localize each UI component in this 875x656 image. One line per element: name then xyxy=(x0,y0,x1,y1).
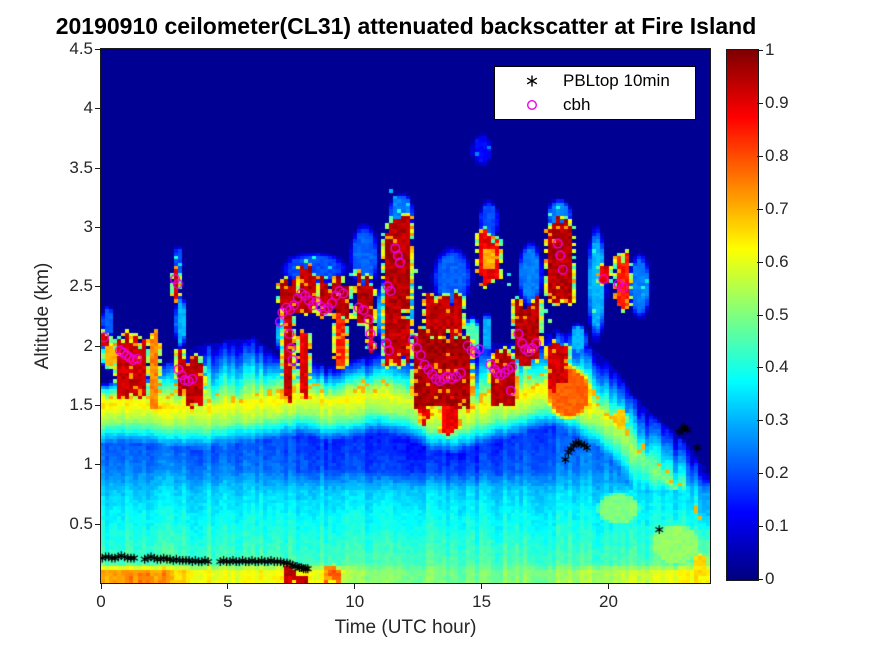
x-tick xyxy=(100,583,102,589)
legend-item-pbltop: PBLtop 10min xyxy=(495,69,695,93)
y-tick-label: 3.5 xyxy=(69,157,93,177)
x-tick-label: 10 xyxy=(345,592,365,611)
legend-item-cbh: cbh xyxy=(495,93,695,117)
y-tick-label: 1 xyxy=(83,454,93,474)
y-tick-label: 2.5 xyxy=(69,276,93,296)
x-tick-label: 15 xyxy=(472,592,492,611)
y-tick xyxy=(95,345,101,347)
x-tick xyxy=(481,583,483,589)
x-tick xyxy=(608,583,609,589)
y-tick xyxy=(95,49,101,50)
colorbar-tick-label: 0.8 xyxy=(765,145,789,165)
colorbar xyxy=(727,50,758,580)
circle-marker-icon xyxy=(526,99,538,111)
y-tick-label: 4 xyxy=(83,98,93,118)
y-tick-label: 2 xyxy=(83,335,93,355)
colorbar-tick xyxy=(757,314,763,316)
colorbar-tick xyxy=(757,473,763,475)
y-tick xyxy=(95,464,101,466)
colorbar-tick xyxy=(757,526,763,528)
colorbar-tick-label: 0.2 xyxy=(765,463,789,483)
plot-title: 20190910 ceilometer(CL31) attenuated bac… xyxy=(55,13,757,39)
legend: PBLtop 10min cbh xyxy=(494,66,696,120)
colorbar-tick xyxy=(757,261,763,263)
x-tick xyxy=(354,583,356,589)
x-axis-label: Time (UTC hour) xyxy=(334,617,477,638)
x-tick-label: 20 xyxy=(599,592,618,611)
colorbar-tick xyxy=(757,50,763,51)
colorbar-tick-label: 0.1 xyxy=(765,516,789,536)
colorbar-tick-label: 0.9 xyxy=(765,92,789,112)
colorbar-tick-label: 1 xyxy=(765,40,775,59)
legend-label-pbltop: PBLtop 10min xyxy=(563,71,670,90)
colorbar-tick xyxy=(757,155,763,157)
colorbar-tick xyxy=(757,102,763,104)
y-tick xyxy=(95,286,101,288)
colorbar-tick xyxy=(757,208,763,210)
y-tick xyxy=(95,227,101,228)
colorbar-tick-label: 0.5 xyxy=(765,304,789,324)
heatmap-canvas xyxy=(101,49,710,583)
y-tick xyxy=(95,523,101,525)
colorbar-tick-label: 0.6 xyxy=(765,251,789,271)
legend-label-cbh: cbh xyxy=(563,95,591,114)
asterisk-icon xyxy=(526,75,538,87)
colorbar-tick-label: 0.3 xyxy=(765,410,789,430)
x-tick-label: 5 xyxy=(223,592,233,611)
y-tick-label: 0.5 xyxy=(69,513,93,533)
y-tick-label: 4.5 xyxy=(69,39,93,58)
x-tick xyxy=(227,583,229,589)
y-tick xyxy=(95,405,101,406)
y-tick-label: 3 xyxy=(83,217,93,236)
colorbar-tick xyxy=(757,579,763,580)
colorbar-tick-label: 0.4 xyxy=(765,357,789,377)
y-tick xyxy=(95,108,101,110)
colorbar-tick-label: 0 xyxy=(765,569,775,588)
colorbar-tick-label: 0.7 xyxy=(765,198,789,218)
colorbar-tick xyxy=(757,367,763,369)
y-tick xyxy=(95,167,101,169)
colorbar-tick xyxy=(757,420,763,422)
x-tick-label: 0 xyxy=(96,592,106,611)
y-tick-label: 1.5 xyxy=(69,395,93,414)
